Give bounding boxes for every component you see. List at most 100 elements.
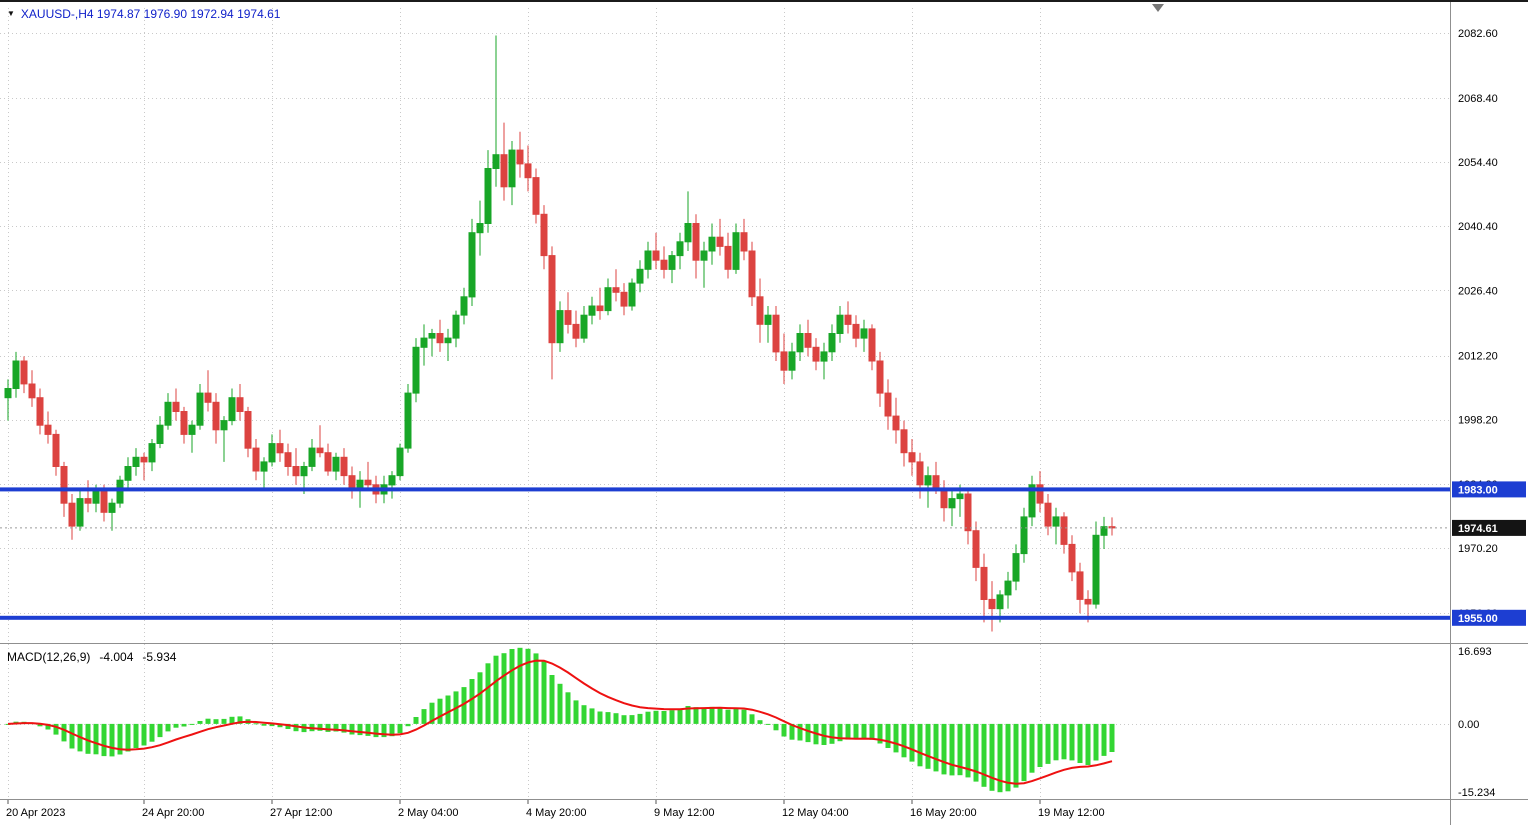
candle-bull (828, 333, 836, 353)
candle-bull (668, 255, 676, 270)
macd-bar (493, 655, 499, 724)
time-scale[interactable]: 20 Apr 2023 24 Apr 20:00 27 Apr 12:00 2 May… (6, 800, 1105, 819)
price-scale-label: 2012.20 (1458, 351, 1498, 363)
hline-price-label (1452, 609, 1526, 626)
candle-bull (476, 223, 484, 234)
macd-bar (917, 723, 923, 767)
macd-bar (893, 723, 899, 753)
window-top-edge (0, 0, 1528, 2)
macd-bar (373, 723, 379, 738)
candle-bear (876, 360, 884, 394)
macd-bar (749, 714, 755, 724)
candle-bear (548, 255, 556, 344)
macd-bar (357, 723, 363, 736)
time-label: 4 May 20:00 (526, 807, 587, 819)
macd-bar (461, 687, 467, 724)
macd-scale-label: 16.693 (1458, 646, 1492, 658)
candle-bear (316, 447, 324, 454)
macd-bar (45, 723, 51, 730)
chart-shift-marker-icon[interactable] (1152, 4, 1164, 12)
macd-bar (517, 647, 523, 724)
candle-bear (340, 456, 348, 477)
candle-bull (220, 420, 228, 431)
macd-bar (117, 723, 123, 755)
macd-bar (509, 649, 515, 724)
time-label: 27 Apr 12:00 (270, 807, 332, 819)
candle-bull (412, 346, 420, 394)
candle-bear (972, 530, 980, 568)
candle-bull (228, 397, 236, 422)
macd-bar (925, 723, 931, 769)
price-scale-label: 2054.40 (1458, 157, 1498, 169)
macd-bar (85, 723, 91, 754)
candle-bear (364, 479, 372, 486)
candle-bull (268, 443, 276, 463)
time-label: 24 Apr 20:00 (142, 807, 204, 819)
candle-bull (332, 456, 340, 472)
candle-bull (604, 287, 612, 312)
candle-bull (404, 392, 412, 449)
candle-bull (108, 502, 116, 513)
horizontal-level-line-1955.00[interactable] (0, 615, 1450, 620)
time-label: 20 Apr 2023 (6, 807, 65, 819)
candle-bear (716, 236, 724, 247)
macd-bar (797, 723, 803, 741)
candle-bull (948, 498, 956, 509)
macd-bar (965, 723, 971, 778)
candle-bull (484, 168, 492, 224)
macd-bar (341, 723, 347, 733)
macd-bar (1021, 723, 1027, 782)
macd-bar (181, 723, 187, 727)
macd-bar (805, 723, 811, 743)
candle-bear (908, 452, 916, 463)
candle-bull (460, 296, 468, 316)
candle-bull (4, 388, 12, 399)
candle-bull (124, 466, 132, 481)
candle-bull (300, 466, 308, 477)
macd-bar (349, 723, 355, 735)
candle-bull (188, 424, 196, 435)
collapse-triangle-icon[interactable]: ▼ (7, 9, 15, 18)
macd-bar (53, 723, 59, 735)
macd-bar (573, 700, 579, 724)
candle-bear (844, 314, 852, 325)
macd-bar (101, 723, 107, 757)
price-scale-label: 1998.20 (1458, 415, 1498, 427)
candle-bear (524, 163, 532, 179)
macd-bar (237, 716, 243, 724)
macd-bar (61, 723, 67, 742)
macd-bar (733, 708, 739, 724)
candle-bull (924, 475, 932, 486)
candle-bear (436, 333, 444, 344)
macd-bar (949, 723, 955, 776)
macd-histogram (5, 647, 1115, 793)
candle-bull (628, 282, 636, 307)
candle-bull (836, 314, 844, 335)
macd-bar (229, 716, 235, 724)
candle-bear (204, 392, 212, 403)
candle-bull (708, 236, 716, 252)
time-label: 9 May 12:00 (654, 807, 715, 819)
macd-bar (165, 723, 171, 732)
candle-bull (492, 154, 500, 169)
candle-bear (1044, 502, 1052, 527)
candle-bear (852, 323, 860, 339)
candle-bull (156, 424, 164, 445)
macd-bar (1013, 723, 1019, 788)
macd-bar (909, 723, 915, 762)
candle-bear (1068, 543, 1076, 573)
candle-bull (428, 333, 436, 339)
candle-bear (812, 346, 820, 362)
horizontal-level-line-1983.00[interactable] (0, 487, 1450, 492)
macd-bar (469, 679, 475, 724)
macd-bar (597, 711, 603, 724)
macd-bar (541, 661, 547, 724)
macd-bar (717, 707, 723, 724)
candle-bear (1036, 484, 1044, 504)
candle-bull (732, 232, 740, 270)
macd-bar (821, 723, 827, 745)
macd-bar (1053, 723, 1059, 761)
